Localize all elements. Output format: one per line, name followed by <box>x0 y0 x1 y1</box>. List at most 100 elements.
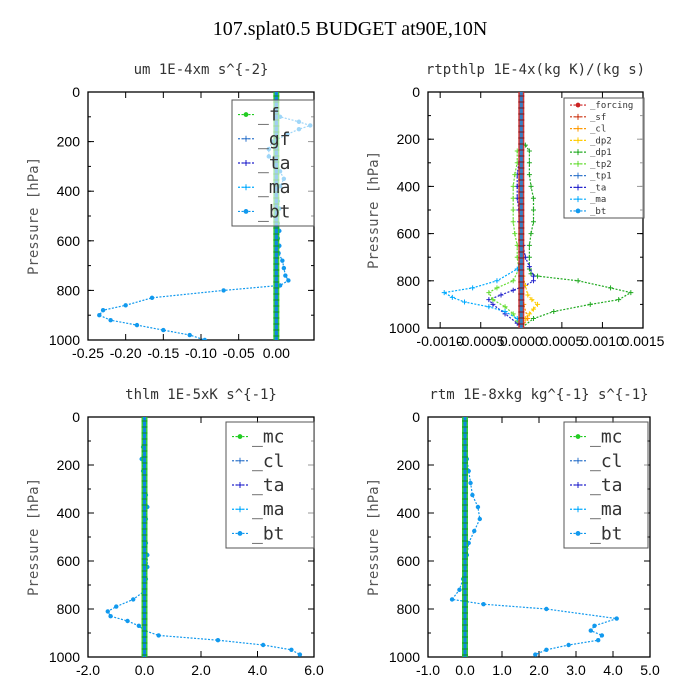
data-point <box>449 597 455 602</box>
x-tick-label: 0.0 <box>455 662 475 678</box>
data-point <box>131 597 136 602</box>
data-point <box>215 638 221 643</box>
x-tick-label: -0.10 <box>185 345 217 361</box>
legend-label: _gf <box>258 129 291 150</box>
x-tick-label: 1.0 <box>492 662 512 678</box>
y-tick-label: 800 <box>397 273 421 289</box>
data-point <box>530 207 536 213</box>
data-point <box>136 623 142 628</box>
data-point <box>187 332 192 338</box>
legend-label: _ma <box>252 499 285 520</box>
data-point <box>530 195 536 201</box>
x-tick-label: 0.0 <box>135 662 155 678</box>
y-axis-label: Pressure [hPa] <box>26 478 42 596</box>
data-point <box>510 278 516 284</box>
legend-label: _tp2 <box>590 160 612 170</box>
y-tick-label: 800 <box>397 601 421 617</box>
data-point <box>566 642 571 648</box>
legend-marker <box>237 506 243 513</box>
data-point <box>486 304 492 310</box>
y-axis-label: Pressure [hPa] <box>366 478 382 596</box>
data-point <box>512 231 518 237</box>
data-point <box>462 299 468 305</box>
data-point <box>530 278 536 284</box>
data-point <box>123 303 128 308</box>
data-point <box>470 285 476 291</box>
data-point <box>510 195 516 201</box>
x-tick-label: 4.0 <box>603 662 623 678</box>
x-tick-label: -0.15 <box>147 345 179 361</box>
legend-marker <box>237 531 243 536</box>
legend-label: _tp1 <box>590 172 612 182</box>
data-point <box>614 616 619 621</box>
y-tick-label: 1000 <box>389 320 420 336</box>
x-tick-label: -2.0 <box>76 662 100 678</box>
y-tick-label: 1000 <box>49 332 80 348</box>
data-point <box>530 219 536 225</box>
data-point <box>512 172 518 178</box>
y-tick-label: 800 <box>57 282 81 298</box>
legend: _f _gf _ta _ma _bt <box>231 99 315 227</box>
y-tick-label: 400 <box>397 178 421 194</box>
data-point <box>297 652 303 657</box>
legend-marker <box>575 113 581 120</box>
data-point <box>481 602 486 607</box>
legend-marker <box>575 184 581 191</box>
data-point <box>544 606 549 612</box>
legend-marker <box>237 482 243 488</box>
data-point <box>530 273 536 279</box>
figure-title: 107.splat0.5 BUDGET at90E,10N <box>212 18 488 40</box>
legend-marker <box>575 208 581 214</box>
data-point <box>283 273 288 278</box>
chart-panel-4: rtm 1E-8xkg kg^{-1} s^{-1} Pressure [hPa]… <box>366 387 660 678</box>
data-point <box>529 297 535 303</box>
data-point <box>535 301 541 307</box>
data-point <box>125 618 130 624</box>
legend-marker <box>575 434 581 439</box>
data-point <box>596 638 601 643</box>
legend-marker <box>243 160 249 166</box>
y-tick-label: 200 <box>57 134 81 150</box>
data-point <box>608 285 614 291</box>
data-point <box>544 647 549 652</box>
data-point <box>494 278 500 284</box>
data-point <box>510 287 516 293</box>
data-point <box>289 647 294 652</box>
data-point <box>281 265 287 271</box>
legend-marker <box>575 482 581 488</box>
data-point <box>530 316 536 322</box>
data-point <box>472 528 477 534</box>
x-tick-label: 2.0 <box>529 662 549 678</box>
legend-label: _bt <box>590 207 606 217</box>
data-point <box>134 322 140 328</box>
data-point <box>97 313 102 318</box>
y-tick-label: 400 <box>57 183 81 199</box>
data-point <box>526 242 532 248</box>
data-point <box>486 290 492 296</box>
legend-marker <box>575 196 581 203</box>
chart-panel-1: um 1E-4xm s^{-2} Pressure [hPa] 0 200 400 600… <box>26 62 315 361</box>
x-tick-label: 0.0005 <box>540 333 583 349</box>
data-point <box>156 633 161 638</box>
data-point <box>510 219 516 225</box>
legend-marker <box>575 102 581 108</box>
data-point <box>628 290 634 296</box>
data-point <box>490 297 496 303</box>
data-point <box>105 609 110 614</box>
y-tick-label: 200 <box>57 457 81 473</box>
data-point <box>525 316 531 322</box>
y-tick-label: 1000 <box>49 649 80 665</box>
legend-label: _cl <box>252 451 285 472</box>
data-point <box>528 183 534 189</box>
legend-label: _bt <box>252 523 285 544</box>
y-tick-label: 600 <box>57 553 81 569</box>
series-group <box>449 417 619 657</box>
y-tick-label: 200 <box>397 457 421 473</box>
data-point <box>441 290 447 296</box>
y-tick-label: 600 <box>57 233 81 249</box>
data-point <box>588 628 593 633</box>
legend-label: _mc <box>590 427 623 448</box>
data-point <box>108 614 113 619</box>
y-tick-label: 0 <box>412 84 420 100</box>
